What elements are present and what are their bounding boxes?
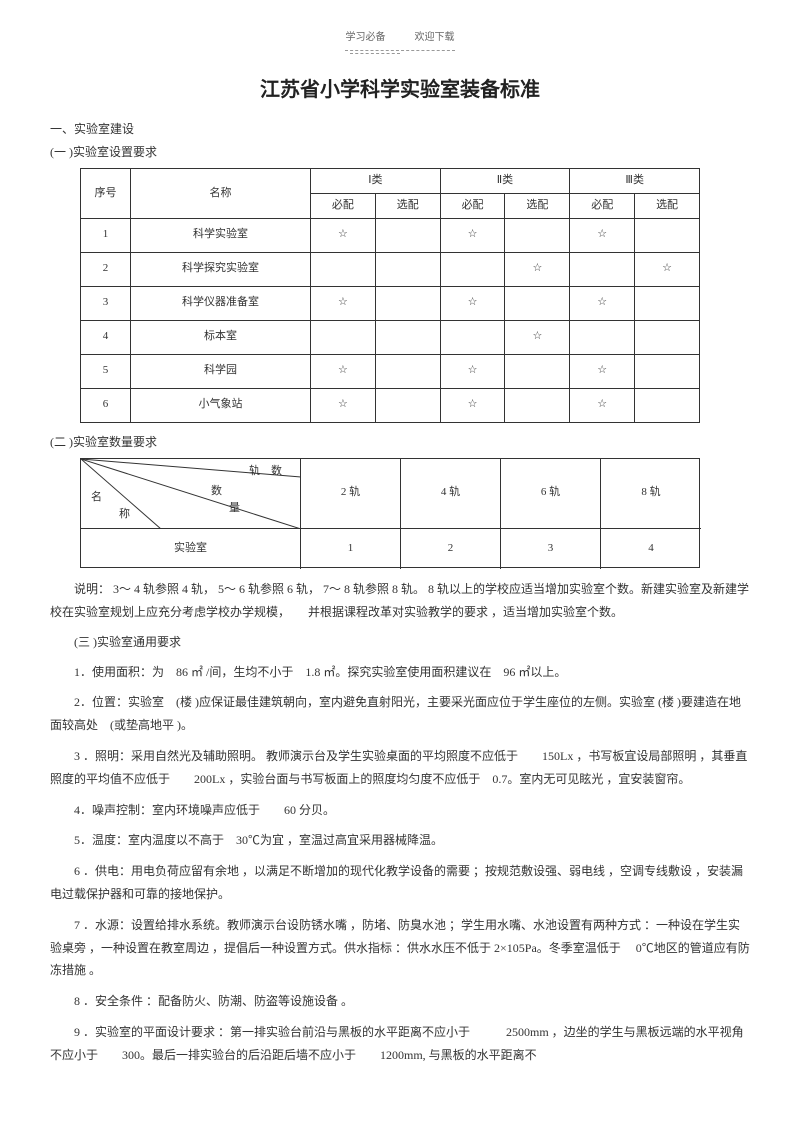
table-cell: [375, 388, 440, 422]
table-cell: ☆: [570, 388, 635, 422]
table-cell: ☆: [311, 218, 376, 252]
req-9: 9 ．实验室的平面设计要求 ：第一排实验台前沿与黑板的水平距离不应小于 2500…: [50, 1021, 750, 1067]
th-cat2: Ⅱ类: [440, 169, 570, 194]
table-cell: 3: [81, 286, 131, 320]
req-3: 3 ．照明：采用自然光及辅助照明。 教师演示台及学生实验桌面的平均照度不应低于 …: [50, 745, 750, 791]
table-cell: [570, 252, 635, 286]
req-4: 4．噪声控制：室内环境噪声应低于 60 分贝。: [50, 799, 750, 822]
table-cell: [505, 218, 570, 252]
table-cell: ☆: [570, 218, 635, 252]
req-6: 6 ．供电：用电负荷应留有余地 ，以满足不断增加的现代化教学设备的需要 ；按规范…: [50, 860, 750, 906]
header-left: 学习必备: [346, 32, 386, 43]
t2-col: 2 轨: [301, 459, 401, 529]
header-right: 欢迎下载: [415, 32, 455, 43]
th-cat3: Ⅲ类: [570, 169, 700, 194]
table-cell: 1: [81, 218, 131, 252]
diag-label: 名称: [91, 489, 130, 524]
table-cell: [570, 320, 635, 354]
table-cell: ☆: [440, 388, 505, 422]
t2-val: 4: [601, 529, 701, 569]
table-cell: ☆: [311, 388, 376, 422]
table-cell: 科学探究实验室: [131, 252, 311, 286]
table-cell: [375, 286, 440, 320]
table-cell: 2: [81, 252, 131, 286]
table-cell: [635, 354, 700, 388]
t2-val: 1: [301, 529, 401, 569]
t2-col: 8 轨: [601, 459, 701, 529]
table-lab-count: 轨 数 数量 名称 2 轨 4 轨 6 轨 8 轨 实验室 1 2 3 4: [80, 458, 700, 568]
p-explain: 说明： 3～ 4 轨参照 4 轨， 5～ 6 轨参照 6 轨， 7～ 8 轨参照…: [50, 578, 750, 624]
req-5: 5．温度：室内温度以不高于 30℃为宜 ，室温过高宜采用器械降温。: [50, 829, 750, 852]
table-cell: [635, 388, 700, 422]
header-rule-2: [350, 53, 400, 54]
req-2: 2．位置：实验室 (楼 )应保证最佳建筑朝向，室内避免直射阳光，主要采光面应位于…: [50, 691, 750, 737]
th-sub: 必配: [440, 193, 505, 218]
table-cell: [635, 320, 700, 354]
table-cell: ☆: [505, 252, 570, 286]
table-cell: 科学仪器准备室: [131, 286, 311, 320]
table-cell: 6: [81, 388, 131, 422]
section-1: 一、实验室建设: [50, 120, 750, 139]
th-sub: 选配: [375, 193, 440, 218]
table-cell: ☆: [570, 354, 635, 388]
diag-label: 数量: [211, 483, 240, 518]
table-cell: [505, 354, 570, 388]
page-header: 学习必备 欢迎下载: [50, 30, 750, 46]
table-cell: 4: [81, 320, 131, 354]
table-cell: ☆: [440, 286, 505, 320]
th-sub: 必配: [311, 193, 376, 218]
t2-val: 2: [401, 529, 501, 569]
table-cell: 小气象站: [131, 388, 311, 422]
table-cell: 科学实验室: [131, 218, 311, 252]
table-cell: ☆: [311, 354, 376, 388]
table-cell: [635, 286, 700, 320]
t2-col: 4 轨: [401, 459, 501, 529]
th-sub: 选配: [505, 193, 570, 218]
table-lab-settings: 序号 名称 Ⅰ类 Ⅱ类 Ⅲ类 必配 选配 必配 选配 必配 选配 1科学实验室☆…: [80, 168, 700, 422]
table-cell: [375, 320, 440, 354]
table-cell: [440, 252, 505, 286]
req-7: 7 ．水源：设置给排水系统。教师演示台设防锈水嘴 ，防堵、防臭水池 ；学生用水嘴…: [50, 914, 750, 982]
req-8: 8 ．安全条件 ：配备防火、防潮、防盗等设施设备 。: [50, 990, 750, 1013]
table-cell: ☆: [635, 252, 700, 286]
table-cell: ☆: [440, 354, 505, 388]
page-title: 江苏省小学科学实验室装备标准: [50, 74, 750, 106]
header-rule: [345, 50, 455, 51]
table-cell: [311, 320, 376, 354]
section-1c: (三 )实验室通用要求: [50, 633, 750, 652]
th-seq: 序号: [81, 169, 131, 218]
t2-rowlabel: 实验室: [81, 529, 301, 569]
table-cell: [375, 218, 440, 252]
table-cell: [440, 320, 505, 354]
table-cell: 标本室: [131, 320, 311, 354]
table-cell: 科学园: [131, 354, 311, 388]
table-cell: ☆: [440, 218, 505, 252]
table-cell: 5: [81, 354, 131, 388]
section-1a: (一 )实验室设置要求: [50, 143, 750, 162]
th-sub: 必配: [570, 193, 635, 218]
t2-col: 6 轨: [501, 459, 601, 529]
table-cell: [505, 286, 570, 320]
table-cell: [635, 218, 700, 252]
table-cell: ☆: [505, 320, 570, 354]
th-name: 名称: [131, 169, 311, 218]
table-cell: [375, 354, 440, 388]
table-cell: [505, 388, 570, 422]
table-cell: [375, 252, 440, 286]
table-cell: [311, 252, 376, 286]
section-1b: (二 )实验室数量要求: [50, 433, 750, 452]
req-1: 1．使用面积：为 86 ㎡ /间，生均不小于 1.8 ㎡。探究实验室使用面积建议…: [50, 661, 750, 684]
t2-val: 3: [501, 529, 601, 569]
th-sub: 选配: [635, 193, 700, 218]
diagonal-header: 轨 数 数量 名称: [81, 459, 301, 529]
diag-label: 轨 数: [249, 463, 282, 481]
table-cell: ☆: [570, 286, 635, 320]
table-cell: ☆: [311, 286, 376, 320]
th-cat1: Ⅰ类: [311, 169, 441, 194]
